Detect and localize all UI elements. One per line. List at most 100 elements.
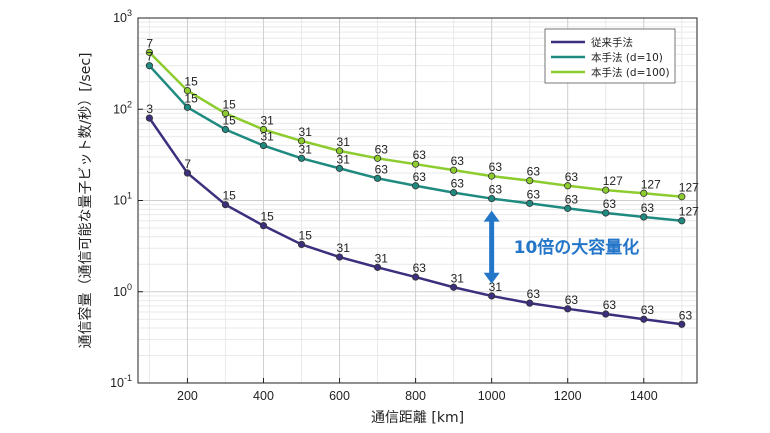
point-label-conventional: 3 <box>146 102 153 116</box>
y-tick-label: 103 <box>113 8 132 25</box>
point-label-proposed-d10: 63 <box>603 197 617 211</box>
point-label-conventional: 63 <box>641 303 655 317</box>
y-tick-label: 102 <box>113 99 132 116</box>
data-point-conventional <box>602 310 610 318</box>
legend-label: 従来手法 <box>591 36 633 49</box>
annotation: 10倍の大容量化 <box>483 210 639 284</box>
data-point-conventional <box>221 201 230 209</box>
point-label-conventional: 7 <box>184 157 191 171</box>
point-label-proposed-d10: 31 <box>299 142 313 156</box>
point-label-conventional: 15 <box>260 210 274 224</box>
tick-marks <box>138 17 645 384</box>
point-label-proposed-d10: 7 <box>146 50 153 64</box>
annotation-arrow-up-head <box>483 210 500 222</box>
data-point-proposed-d10 <box>640 213 648 221</box>
data-point-conventional <box>411 273 420 281</box>
data-point-proposed-d10 <box>221 125 230 134</box>
data-point-conventional <box>564 305 572 313</box>
data-point-proposed-d100 <box>259 125 268 134</box>
data-point-proposed-d10 <box>526 199 534 207</box>
point-label-conventional: 31 <box>451 271 465 285</box>
data-point-proposed-d100 <box>373 154 382 162</box>
y-tick-label: 101 <box>113 191 132 208</box>
x-tick-label: 1000 <box>478 389 506 403</box>
point-label-conventional: 63 <box>413 261 427 275</box>
point-label-proposed-d100: 63 <box>527 165 541 179</box>
data-point-proposed-d100 <box>602 186 610 194</box>
legend-label: 本手法 (d=10) <box>591 51 663 64</box>
point-label-conventional: 31 <box>489 280 503 294</box>
point-label-proposed-d10: 31 <box>260 130 274 144</box>
point-label-proposed-d100: 63 <box>451 154 465 168</box>
data-point-conventional <box>640 315 648 323</box>
x-tick-label: 600 <box>329 389 350 403</box>
legend-label: 本手法 (d=100) <box>591 66 670 79</box>
data-point-proposed-d100 <box>297 137 306 145</box>
data-point-conventional <box>450 283 458 291</box>
data-point-proposed-d10 <box>335 164 344 172</box>
point-label-proposed-d10: 31 <box>337 152 351 166</box>
data-point-proposed-d10 <box>488 194 496 203</box>
data-point-proposed-d10 <box>602 209 610 217</box>
data-point-conventional <box>335 253 344 261</box>
annotation-arrow-down-head <box>483 272 500 284</box>
point-labels: 3 7 15 15 15 31 31 63 31 31 63 63 63 63 63 7 15 15 31 31 31 6… <box>146 36 699 322</box>
data-point-proposed-d100 <box>564 182 572 190</box>
data-point-proposed-d100 <box>145 48 154 56</box>
y-axis-title: 通信容量（通信可能な量子ビット数/秒）[/sec] <box>77 53 94 349</box>
point-label-proposed-d10: 127 <box>679 205 699 219</box>
point-label-proposed-d100: 7 <box>146 36 153 50</box>
point-label-proposed-d10: 63 <box>375 162 389 176</box>
point-label-conventional: 31 <box>375 251 389 265</box>
data-point-conventional <box>145 114 154 122</box>
y-tick-labels: 10-1 100 101 102 103 <box>110 8 132 390</box>
x-tick-label: 1400 <box>630 389 658 403</box>
data-point-proposed-d10 <box>678 217 686 225</box>
data-point-proposed-d100 <box>450 166 458 174</box>
x-tick-label: 200 <box>177 389 198 403</box>
series-points <box>145 48 686 328</box>
point-label-conventional: 15 <box>299 228 313 242</box>
data-point-conventional <box>373 263 382 271</box>
grid <box>138 17 697 384</box>
x-axis-title: 通信距離 [km] <box>371 409 464 426</box>
y-tick-label: 10-1 <box>110 373 132 390</box>
point-label-proposed-d10: 63 <box>527 187 541 201</box>
point-label-proposed-d100: 127 <box>679 181 699 195</box>
point-label-proposed-d100: 63 <box>565 170 579 184</box>
point-label-proposed-d100: 63 <box>413 148 427 162</box>
data-point-proposed-d10 <box>564 204 572 212</box>
data-point-proposed-d10 <box>145 62 154 70</box>
point-label-proposed-d100: 63 <box>375 142 389 156</box>
data-point-proposed-d10 <box>183 103 192 111</box>
point-label-proposed-d100: 15 <box>184 75 198 89</box>
x-tick-label: 1200 <box>554 389 582 403</box>
point-label-proposed-d10: 15 <box>184 91 198 105</box>
point-label-conventional: 63 <box>679 308 693 322</box>
data-point-conventional <box>259 222 268 230</box>
point-label-proposed-d10: 63 <box>565 192 579 206</box>
data-point-conventional <box>678 320 686 328</box>
data-point-conventional <box>297 240 306 249</box>
x-tick-labels: 200 400 600 800 1000 1200 1400 <box>177 389 658 403</box>
data-point-proposed-d10 <box>450 189 458 197</box>
point-label-proposed-d100: 127 <box>641 177 661 191</box>
point-label-conventional: 63 <box>565 293 579 307</box>
point-label-conventional: 31 <box>337 241 351 255</box>
data-point-proposed-d100 <box>183 87 192 95</box>
data-point-proposed-d100 <box>411 160 420 168</box>
data-point-conventional <box>526 299 534 307</box>
data-point-proposed-d100 <box>488 172 496 180</box>
data-point-proposed-d100 <box>640 189 648 197</box>
point-label-proposed-d100: 31 <box>337 135 351 149</box>
data-point-proposed-d100 <box>335 147 344 155</box>
point-label-conventional: 15 <box>222 189 236 203</box>
data-point-proposed-d100 <box>221 109 230 118</box>
data-point-proposed-d100 <box>526 177 534 185</box>
point-label-proposed-d100: 63 <box>489 160 503 174</box>
data-point-proposed-d10 <box>259 141 268 150</box>
data-point-proposed-d10 <box>297 154 306 162</box>
point-label-proposed-d100: 31 <box>260 113 274 127</box>
